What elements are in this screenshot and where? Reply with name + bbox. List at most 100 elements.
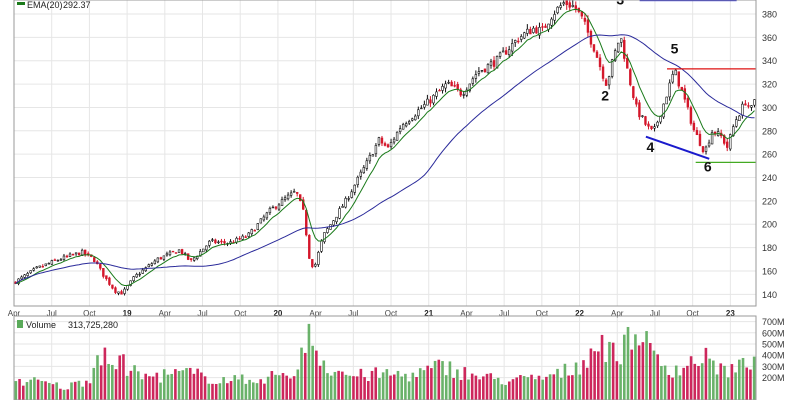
volume-bar — [638, 345, 641, 400]
volume-bar — [15, 381, 18, 400]
volume-bar — [200, 373, 203, 400]
wave-label: 4 — [647, 139, 655, 155]
volume-bar — [486, 374, 489, 400]
volume-bar — [148, 376, 151, 400]
candle-body — [357, 177, 359, 184]
volume-bar — [753, 357, 756, 400]
volume-tick-label: 400M — [762, 351, 785, 361]
volume-bar — [586, 368, 589, 400]
candle-body — [517, 41, 519, 42]
price-tick-label: 200 — [762, 220, 777, 230]
candle-body — [702, 146, 704, 151]
candle-body — [75, 253, 77, 254]
candle-body — [678, 72, 680, 86]
candle-body — [596, 52, 598, 58]
volume-bar — [719, 363, 722, 400]
candle-body — [363, 167, 365, 172]
volume-bar — [441, 361, 444, 400]
ema-legend-swatch — [17, 2, 25, 5]
month-tick-label: Jul — [47, 309, 57, 318]
volume-bar — [152, 377, 155, 400]
volume-bar — [96, 355, 99, 400]
volume-bar — [33, 377, 36, 400]
volume-bar — [219, 383, 222, 400]
candle-body — [687, 98, 689, 107]
volume-bar — [590, 349, 593, 400]
volume-bar — [612, 343, 615, 400]
candle-body — [205, 246, 207, 250]
candle-body — [278, 205, 280, 209]
volume-bar — [326, 373, 329, 400]
candle-body — [311, 259, 313, 266]
candle-body — [160, 257, 162, 259]
price-tick-label: 280 — [762, 126, 777, 136]
candle-body — [172, 251, 174, 252]
candle-body — [324, 232, 326, 241]
volume-bar — [545, 377, 548, 400]
candle-body — [48, 263, 50, 264]
volume-bar — [133, 365, 136, 400]
volume-bar — [178, 371, 181, 400]
volume-bar — [504, 385, 507, 400]
candle-body — [360, 172, 362, 176]
volume-bar — [467, 380, 470, 400]
candle-body — [575, 6, 577, 9]
volume-bar — [567, 376, 570, 400]
candle-body — [351, 192, 353, 198]
candle-body — [584, 18, 586, 21]
volume-bar — [723, 366, 726, 400]
volume-bar — [334, 372, 337, 400]
candle-body — [321, 241, 323, 251]
candle-body — [314, 264, 316, 266]
candle-body — [124, 289, 126, 293]
candle-body — [112, 285, 114, 288]
volume-bar — [378, 378, 381, 400]
volume-bar — [538, 376, 541, 400]
candle-body — [248, 233, 250, 237]
candle-body — [72, 254, 74, 255]
volume-bar — [115, 369, 118, 400]
volume-bar — [408, 381, 411, 400]
volume-bar — [282, 373, 285, 400]
volume-bar — [482, 376, 485, 400]
volume-bar — [389, 376, 392, 400]
candle-body — [105, 276, 107, 279]
candle-body — [726, 142, 728, 148]
volume-bar — [608, 342, 611, 400]
volume-bar — [400, 376, 403, 400]
volume-bar — [130, 371, 133, 400]
price-tick-label: 140 — [762, 290, 777, 300]
candle-body — [354, 185, 356, 192]
volume-tick-label: 200M — [762, 373, 785, 383]
candle-body — [448, 82, 450, 83]
volume-bar — [419, 368, 422, 400]
volume-bar — [308, 324, 311, 400]
month-tick-label: Jul — [197, 309, 207, 318]
volume-bar — [527, 377, 530, 400]
volume-bar — [278, 375, 281, 400]
candle-body — [42, 266, 44, 267]
candle-body — [99, 264, 101, 268]
volume-bar — [437, 360, 440, 400]
month-tick-label: Oct — [536, 309, 549, 318]
volume-bar — [300, 348, 303, 400]
volume-bar — [434, 361, 437, 400]
candle-body — [245, 237, 247, 238]
wave-label: 6 — [704, 159, 712, 175]
candle-body — [390, 142, 392, 146]
volume-bar — [512, 379, 515, 400]
volume-bar — [345, 375, 348, 400]
candle-body — [208, 241, 210, 245]
volume-bar — [523, 376, 526, 400]
volume-bar — [508, 381, 511, 400]
volume-bar — [141, 379, 144, 400]
candle-body — [336, 217, 338, 222]
candle-body — [617, 43, 619, 52]
volume-bar — [560, 378, 563, 400]
volume-bar — [193, 374, 196, 400]
candle-body — [693, 123, 695, 130]
volume-bar — [742, 358, 745, 400]
volume-bar — [337, 371, 340, 400]
candle-body — [593, 45, 595, 52]
volume-bar — [415, 377, 418, 400]
